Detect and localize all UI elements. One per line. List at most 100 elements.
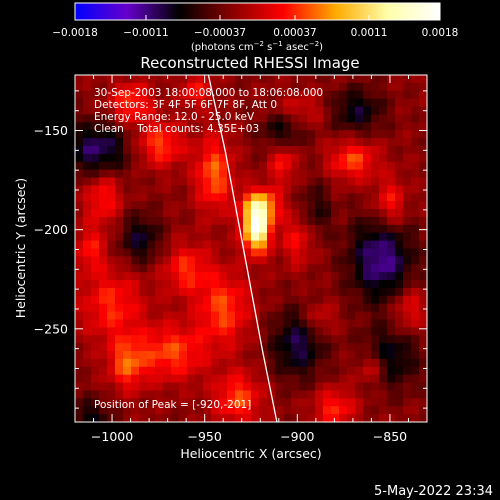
heatmap-cell: [315, 311, 324, 321]
colorbar-ticks: [74, 15, 441, 20]
heatmap-cell: [371, 327, 380, 336]
heatmap-cell: [83, 224, 92, 234]
heatmap-cell: [371, 240, 380, 250]
heatmap-cell: [235, 201, 244, 210]
heatmap-cell: [123, 224, 132, 234]
heatmap-cell: [123, 185, 132, 194]
heatmap-cell: [299, 327, 308, 336]
heatmap-cell: [395, 122, 404, 131]
heatmap-cell: [219, 232, 228, 242]
heatmap-cell: [235, 248, 244, 257]
heatmap-cell: [291, 232, 300, 242]
heatmap-cell: [203, 161, 212, 171]
heatmap-cell: [203, 303, 212, 313]
colorbar: −0.0018 −0.0011 −0.00037 0.00037 0.0011 0.001…: [52, 2, 459, 53]
heatmap-cell: [219, 201, 228, 210]
heatmap-cell: [115, 240, 124, 250]
heatmap-cell: [403, 75, 412, 84]
heatmap-cell: [123, 319, 132, 328]
heatmap-cell: [299, 256, 308, 265]
heatmap-cell: [395, 351, 404, 360]
heatmap-cell: [371, 75, 380, 84]
heatmap-cell: [243, 130, 252, 139]
heatmap-cell: [411, 303, 420, 313]
heatmap-cell: [195, 224, 204, 234]
heatmap-cell: [115, 201, 124, 210]
heatmap-cell: [203, 398, 212, 407]
heatmap-cell: [347, 153, 356, 163]
heatmap-cell: [139, 382, 148, 392]
heatmap-cell: [387, 248, 396, 257]
heatmap-cell: [99, 82, 108, 92]
heatmap-cell: [171, 240, 180, 250]
heatmap-cell: [275, 319, 284, 328]
heatmap-cell: [411, 398, 420, 407]
heatmap-cell: [219, 382, 228, 392]
heatmap-cell: [275, 114, 284, 123]
heatmap-cell: [179, 295, 188, 305]
heatmap-cell: [131, 366, 140, 376]
heatmap-cell: [235, 366, 244, 376]
heatmap-cell: [131, 169, 140, 179]
heatmap-cell: [107, 232, 116, 242]
heatmap-cell: [187, 256, 196, 265]
heatmap-cell: [387, 224, 396, 234]
heatmap-cell: [291, 398, 300, 407]
heatmap-cell: [107, 224, 116, 234]
heatmap-cell: [171, 319, 180, 328]
heatmap-cell: [91, 216, 100, 226]
heatmap-cell: [339, 390, 348, 399]
heatmap-cell: [395, 414, 404, 422]
heatmap-cell: [171, 130, 180, 139]
heatmap-cell: [131, 122, 140, 131]
heatmap-cell: [339, 193, 348, 202]
heatmap-cell: [259, 414, 268, 422]
heatmap-cell: [363, 169, 372, 179]
heatmap-cell: [99, 75, 108, 84]
heatmap-cell: [243, 358, 252, 368]
heatmap-cell: [331, 240, 340, 250]
heatmap-cell: [115, 358, 124, 368]
heatmap-cell: [187, 382, 196, 392]
heatmap-cell: [283, 256, 292, 265]
x-tick-label: −900: [280, 429, 314, 444]
heatmap-cell: [155, 272, 164, 281]
heatmap-cell: [395, 224, 404, 234]
heatmap-cell: [155, 414, 164, 422]
heatmap-cell: [147, 169, 156, 179]
heatmap-cell: [339, 106, 348, 116]
heatmap-cell: [115, 319, 124, 328]
heatmap-cell: [99, 295, 108, 305]
heatmap-cell: [75, 106, 84, 116]
heatmap-cell: [115, 130, 124, 139]
heatmap-cell: [179, 90, 188, 100]
heatmap-cell: [251, 335, 260, 344]
heatmap-cell: [275, 374, 284, 384]
heatmap-cell: [75, 216, 84, 226]
heatmap-cell: [403, 414, 412, 422]
heatmap-cell: [291, 319, 300, 328]
heatmap-cell: [307, 256, 316, 265]
heatmap-cell: [83, 201, 92, 210]
colorbar-tick-label: 0.00037: [273, 27, 316, 39]
heatmap-cell: [323, 303, 332, 313]
heatmap-cell: [403, 98, 412, 108]
heatmap-cell: [283, 138, 292, 147]
heatmap-cell: [171, 201, 180, 210]
heatmap-cell: [107, 366, 116, 376]
heatmap-cell: [267, 327, 276, 336]
heatmap-cell: [139, 319, 148, 328]
heatmap-cell: [299, 280, 308, 289]
heatmap-cell: [379, 406, 388, 415]
heatmap-cell: [379, 335, 388, 344]
heatmap-cell: [403, 153, 412, 163]
heatmap-cell: [83, 295, 92, 305]
heatmap-cell: [211, 256, 220, 265]
colorbar-tick-label: 0.0018: [422, 27, 459, 39]
heatmap-cell: [211, 264, 220, 273]
heatmap-cell: [147, 414, 156, 422]
heatmap-cell: [107, 114, 116, 123]
heatmap-cell: [355, 406, 364, 415]
heatmap-cell: [275, 82, 284, 92]
heatmap-cell: [371, 185, 380, 194]
